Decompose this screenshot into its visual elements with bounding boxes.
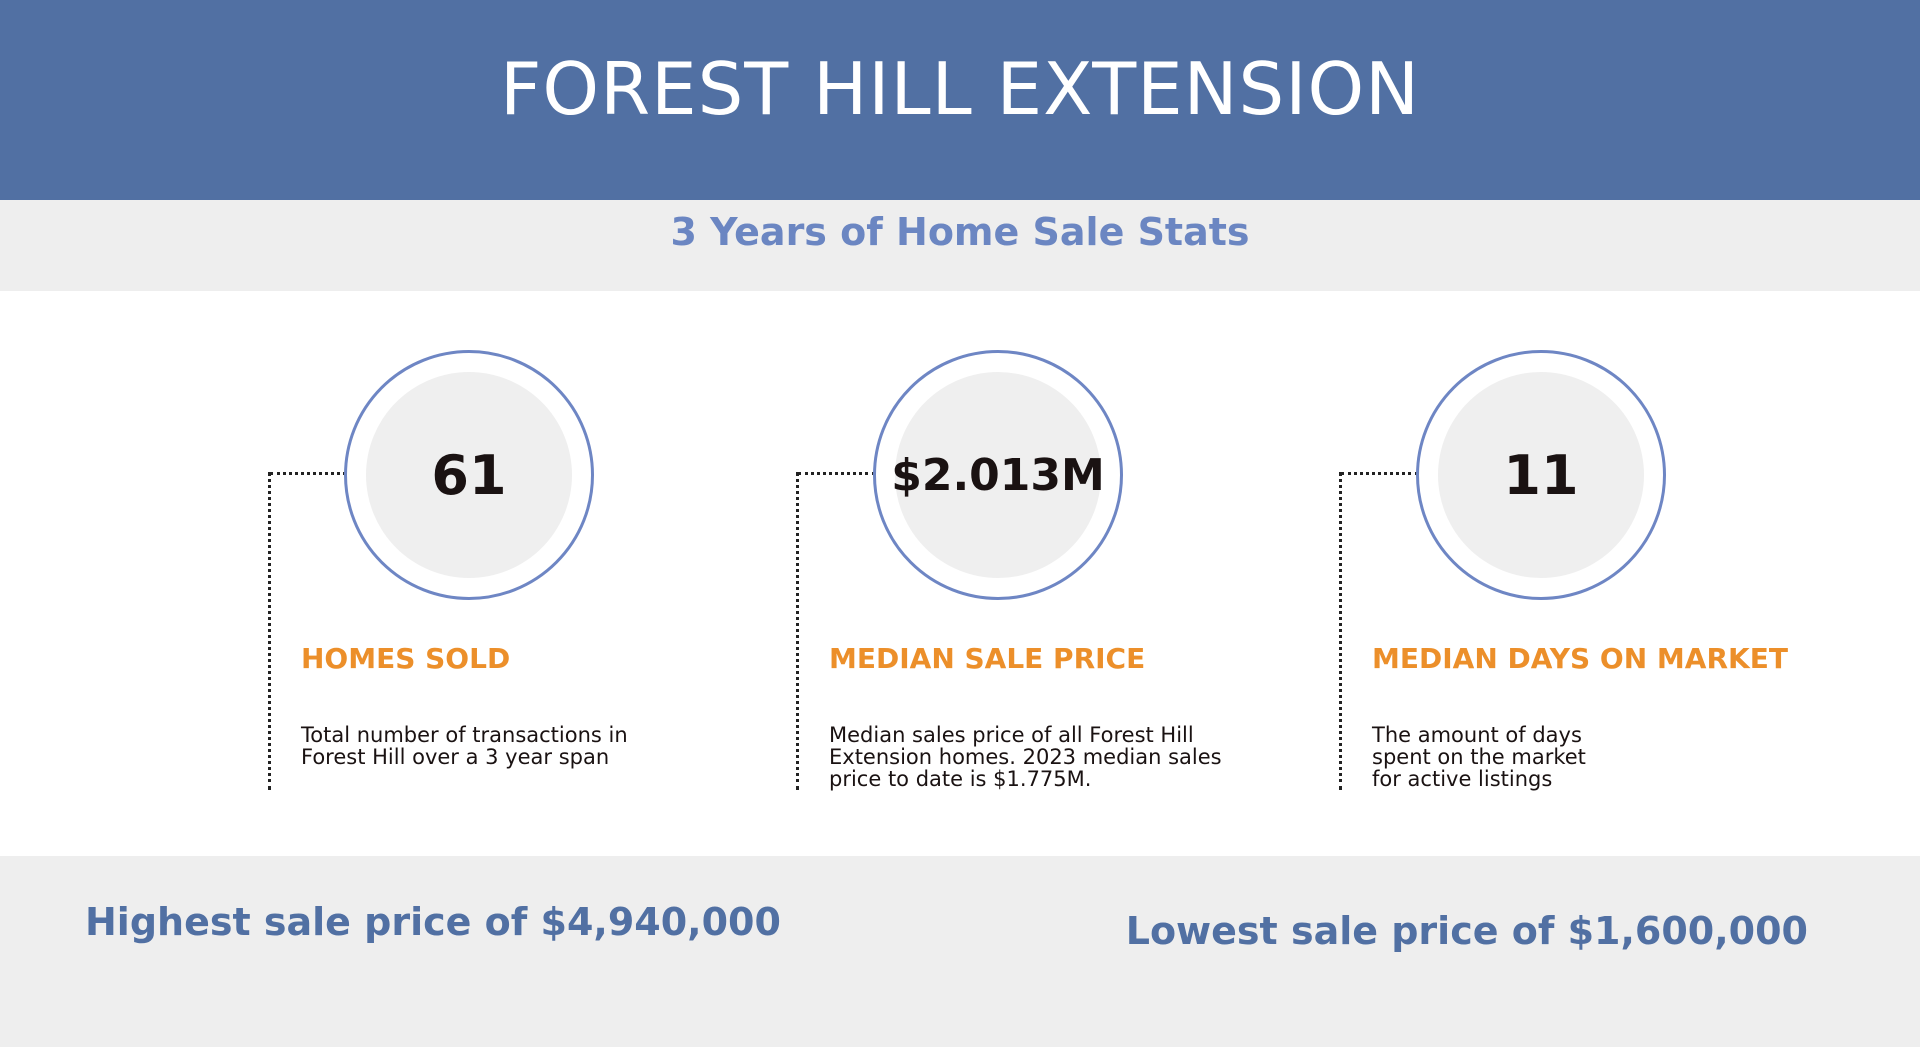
- subheader-band: 3 Years of Home Sale Stats: [0, 200, 1920, 291]
- stat-label: HOMES SOLD: [301, 642, 511, 675]
- lowest-sale-price: Lowest sale price of $1,600,000: [1125, 909, 1808, 953]
- page-title: FOREST HILL EXTENSION: [499, 47, 1420, 131]
- stat-description: Median sales price of all Forest Hill Ex…: [829, 723, 1222, 791]
- stat-ring: 11: [1416, 350, 1666, 600]
- dotted-connector-horizontal: [270, 472, 346, 475]
- stat-description: The amount of days spent on the market f…: [1372, 723, 1586, 791]
- stat-value: 11: [1503, 443, 1579, 507]
- stat-disc: $2.013M: [891, 372, 1105, 578]
- stat-disc: 11: [1438, 372, 1644, 578]
- stat-description: Total number of transactions in Forest H…: [301, 723, 628, 769]
- stat-median-days-on-market: 11 MEDIAN DAYS ON MARKET The amount of d…: [1339, 350, 1819, 790]
- stat-label: MEDIAN SALE PRICE: [829, 642, 1146, 675]
- header-banner: FOREST HILL EXTENSION: [0, 0, 1920, 200]
- stat-median-sale-price: $2.013M MEDIAN SALE PRICE Median sales p…: [796, 350, 1276, 790]
- stat-label: MEDIAN DAYS ON MARKET: [1372, 642, 1788, 675]
- stat-ring: $2.013M: [873, 350, 1123, 600]
- dotted-connector-vertical: [1339, 472, 1342, 790]
- stat-ring: 61: [344, 350, 594, 600]
- dotted-connector-vertical: [796, 472, 799, 790]
- dotted-connector-horizontal: [798, 472, 875, 475]
- dotted-connector-horizontal: [1341, 472, 1418, 475]
- stat-value: 61: [431, 443, 507, 507]
- stat-disc: 61: [366, 372, 572, 578]
- subheader-title: 3 Years of Home Sale Stats: [670, 209, 1250, 254]
- stat-homes-sold: 61 HOMES SOLD Total number of transactio…: [268, 350, 748, 790]
- footer-band: Highest sale price of $4,940,000 Lowest …: [0, 856, 1920, 1047]
- stat-value: $2.013M: [891, 449, 1105, 501]
- dotted-connector-vertical: [268, 472, 271, 790]
- highest-sale-price: Highest sale price of $4,940,000: [85, 900, 781, 944]
